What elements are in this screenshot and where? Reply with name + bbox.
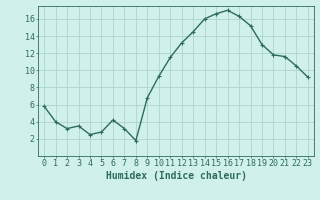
X-axis label: Humidex (Indice chaleur): Humidex (Indice chaleur) bbox=[106, 171, 246, 181]
